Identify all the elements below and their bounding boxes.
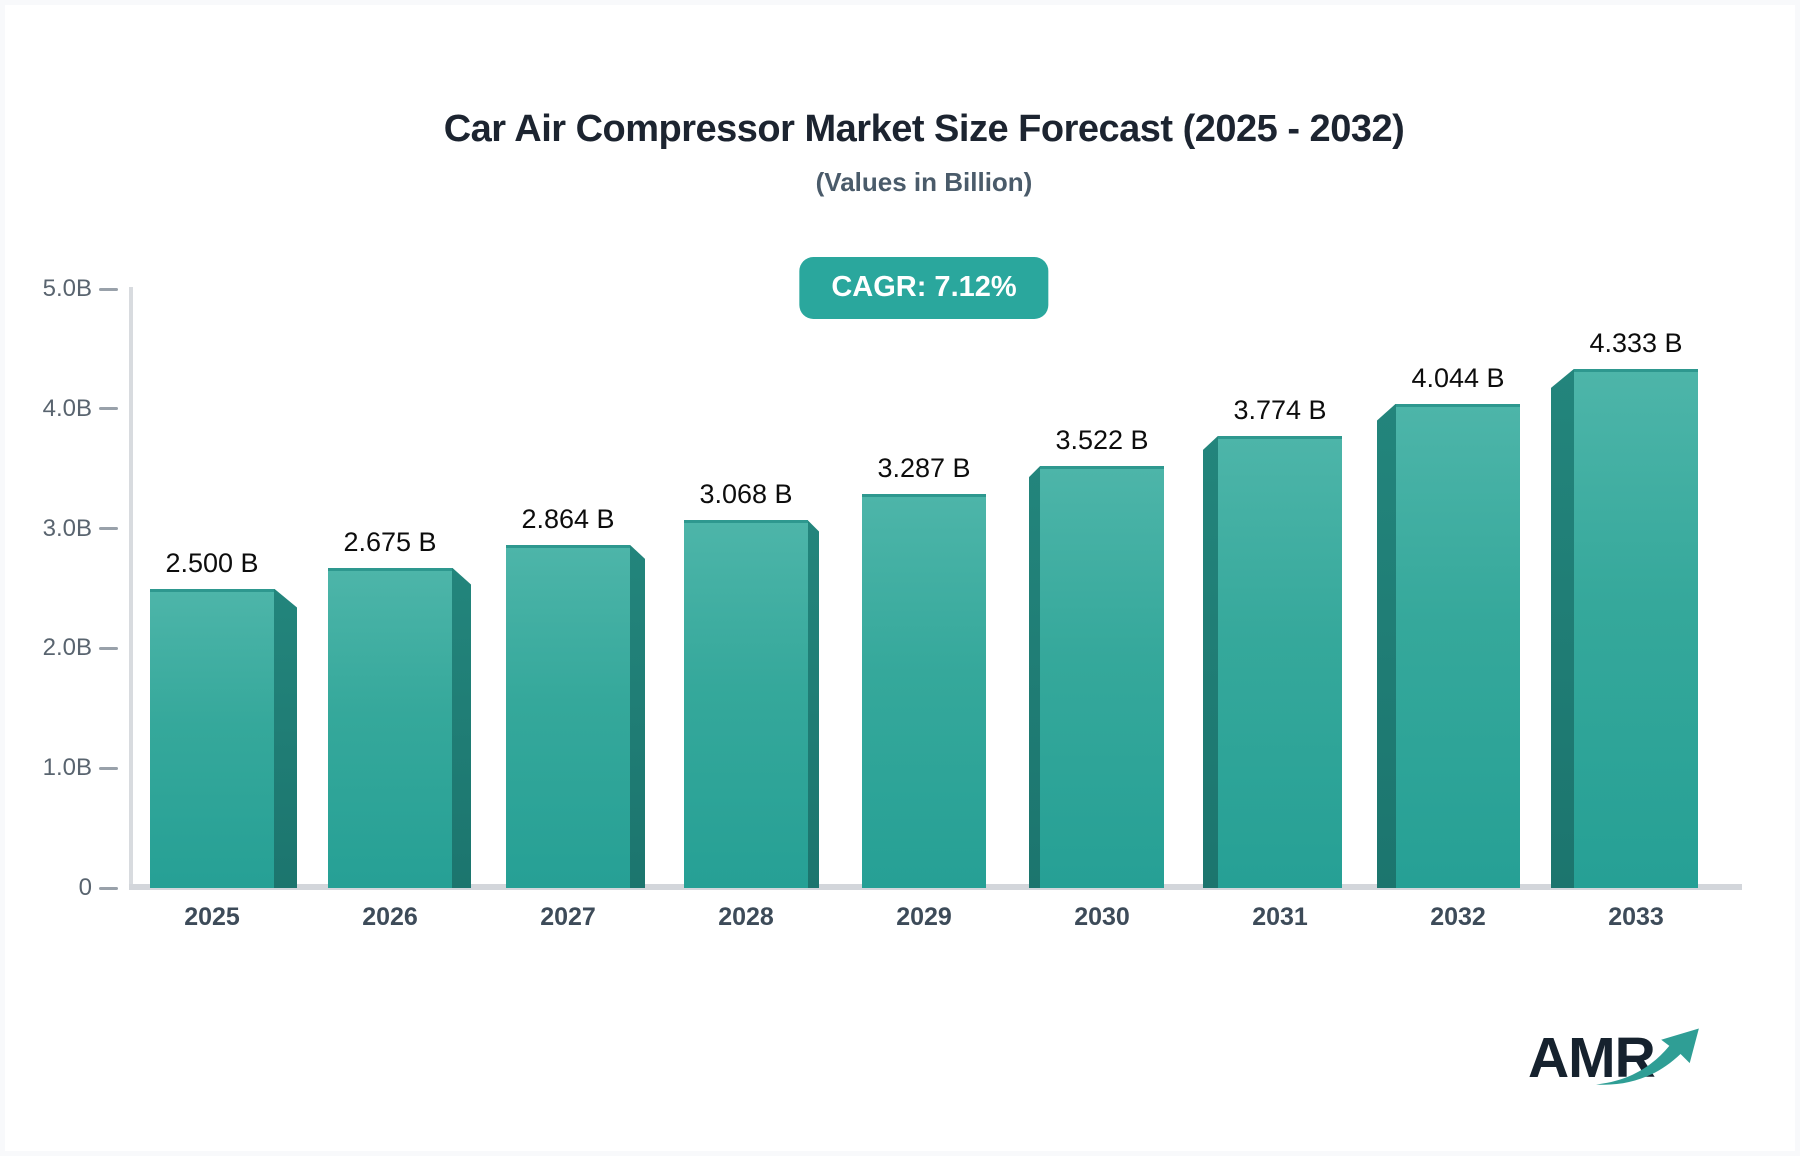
bar-value-label: 3.287 B [877,453,971,484]
bar-value-label: 2.500 B [165,547,259,578]
x-axis-label-2032: 2032 [1430,903,1486,931]
bar-side-shadow [630,544,645,888]
amr-logo: AMR [1528,1024,1718,1114]
bar-value-label: 2.864 B [521,503,615,534]
bar-side-shadow [1029,466,1040,888]
x-axis-label-2027: 2027 [540,903,596,931]
x-axis-label-2029: 2029 [896,903,952,931]
bar-side-shadow [808,520,819,888]
bar-side-shadow [1377,403,1396,888]
y-axis-tick [99,886,118,890]
y-axis-tick-label: 3.0B [42,514,92,542]
y-axis-tick [99,407,118,411]
y-axis-tick [99,527,118,531]
bar-side-shadow [274,588,297,888]
x-axis-label-2028: 2028 [718,903,774,931]
y-axis-tick-label: 4.0B [42,394,92,422]
bar-2029 [862,494,986,888]
bar-value-label: 3.068 B [699,479,793,510]
bar-value-label: 3.774 B [1233,394,1327,425]
growth-arrow-icon [1596,1028,1699,1085]
bar-side-shadow [1551,368,1574,888]
bar-2026 [328,567,452,888]
x-axis-label-2026: 2026 [362,903,418,931]
x-axis-label-2025: 2025 [184,903,240,931]
cagr-badge: CAGR: 7.12% [799,257,1049,319]
y-axis-line [129,287,133,888]
y-axis-tick [99,766,118,770]
bar-value-label: 3.522 B [1055,425,1149,456]
y-axis-tick [99,287,118,291]
bar-2032 [1396,403,1520,888]
bar-2025 [150,588,274,888]
bar-value-label: 2.675 B [343,526,437,557]
bar-side-shadow [1203,435,1218,888]
bar-value-label: 4.333 B [1589,327,1683,358]
y-axis-tick [99,646,118,650]
x-axis-label-2030: 2030 [1074,903,1130,931]
y-axis-tick-label: 1.0B [42,754,92,782]
x-axis-label-2033: 2033 [1608,903,1664,931]
y-axis-tick-label: 0 [78,874,92,901]
x-axis-label-2031: 2031 [1252,903,1308,931]
bar-2033 [1574,368,1698,888]
bar-2028 [684,520,808,888]
bar-2031 [1218,435,1342,888]
bar-2027 [506,544,630,888]
bar-2030 [1040,466,1164,888]
bar-value-label: 4.044 B [1411,362,1505,393]
chart-title: Car Air Compressor Market Size Forecast … [443,108,1405,150]
chart-subtitle: (Values in Billion) [815,167,1033,197]
y-axis-tick-label: 5.0B [42,275,92,302]
y-axis-tick-label: 2.0B [42,634,92,662]
bar-side-shadow [452,567,471,888]
